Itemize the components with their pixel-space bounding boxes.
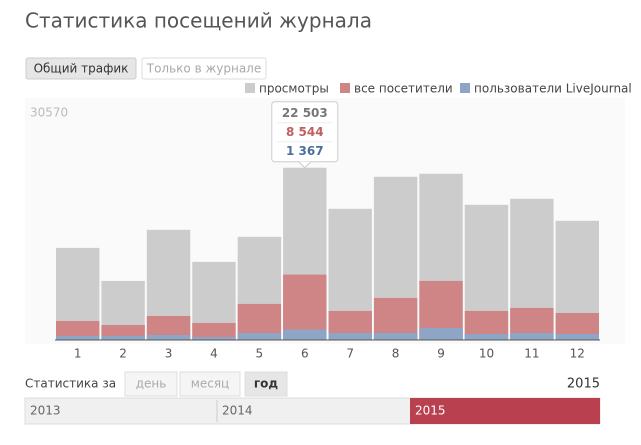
legend-label: все посетители [354,82,453,96]
period-button-label[interactable]: год [254,377,279,391]
bar [419,327,463,340]
bar [101,335,145,340]
timeline-selected[interactable] [410,398,600,424]
selected-year: 2015 [567,377,600,392]
bar [56,320,100,340]
tooltip-value: 1 367 [286,144,324,158]
x-tick-label: 12 [570,347,585,361]
bar [283,274,327,340]
x-tick-label: 9 [437,347,445,361]
x-tick-label: 6 [301,347,309,361]
bar [510,332,554,340]
bar [464,333,509,340]
legend-label: пользователи LiveJournal [474,82,632,96]
tooltip-value: 22 503 [282,106,328,120]
tab[interactable] [141,57,267,80]
timeline-year[interactable]: 2013 [30,404,61,418]
bar [373,332,418,340]
x-tick-label: 7 [346,347,354,361]
page-title: Статистика посещений журнала [25,9,372,33]
period-label: Статистика за [25,377,116,391]
legend-swatch [340,83,350,93]
bar [192,322,236,340]
bar [192,336,236,340]
timeline-year[interactable]: 2015 [415,404,446,418]
tab-active[interactable] [25,57,137,80]
period-button-label[interactable]: месяц [191,377,229,391]
bar [146,334,191,340]
x-tick-label: 8 [392,347,400,361]
tab-label[interactable]: Только в журнале [146,62,262,76]
bar [328,332,372,340]
period-button-label[interactable]: день [136,377,167,391]
x-tick-label: 3 [165,347,173,361]
bar [56,335,100,340]
x-tick-label: 2 [119,347,127,361]
bar [283,329,327,340]
period-button[interactable] [124,371,178,397]
bar [237,332,282,340]
x-tick-label: 10 [479,347,494,361]
legend-label: просмотры [259,82,329,96]
y-tick-label: 30570 [30,106,68,120]
period-button[interactable] [179,371,241,397]
timeline-year[interactable]: 2014 [222,404,253,418]
x-tick-label: 5 [256,347,264,361]
x-tick-label: 4 [210,347,218,361]
tab-label[interactable]: Общий трафик [34,62,129,76]
bar [555,333,599,340]
x-tick-label: 1 [74,347,82,361]
period-button[interactable] [244,371,288,397]
legend-swatch [245,83,255,93]
tooltip-value: 8 544 [286,125,324,139]
tooltip-pointer [298,161,312,169]
legend-swatch [460,83,470,93]
x-tick-label: 11 [524,347,539,361]
